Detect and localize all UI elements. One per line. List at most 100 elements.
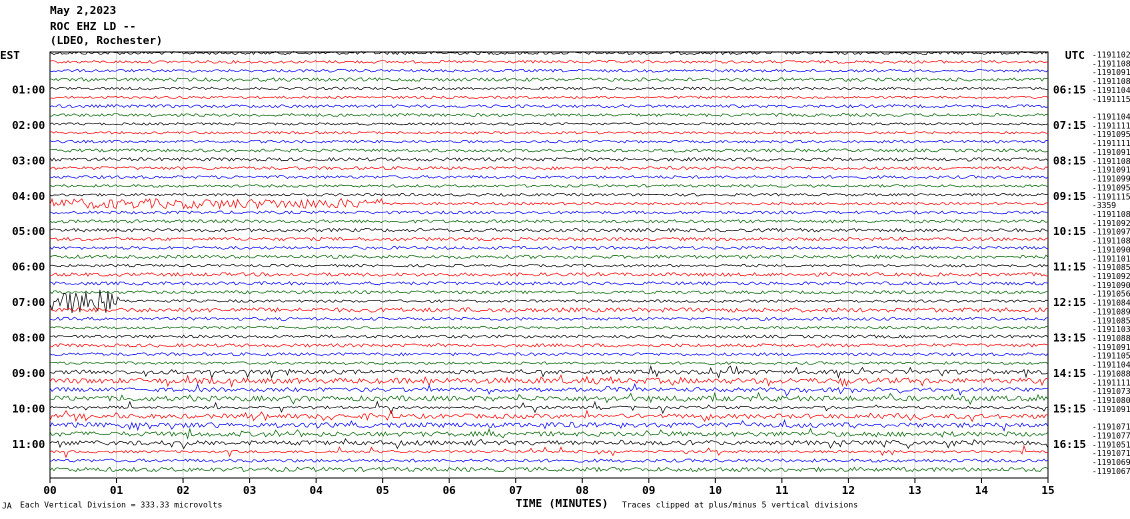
trace bbox=[49, 364, 1049, 380]
trace-offset: -1191080 bbox=[1092, 396, 1130, 405]
trace-offset: -1191101 bbox=[1092, 254, 1130, 263]
trace bbox=[49, 166, 1049, 171]
x-tick-label: 09 bbox=[642, 484, 655, 497]
trace bbox=[49, 197, 1049, 210]
x-tick-label: 00 bbox=[43, 484, 56, 497]
x-tick-label: 06 bbox=[443, 484, 457, 497]
x-tick-label: 04 bbox=[310, 484, 324, 497]
trace-offset: -1191091 bbox=[1092, 343, 1130, 352]
trace-offset: -1191089 bbox=[1092, 307, 1130, 316]
trace-offset: -1191108 bbox=[1092, 77, 1130, 86]
date: May 2,2023 bbox=[50, 4, 116, 17]
utc-hour: 16:15 bbox=[1053, 438, 1086, 451]
trace bbox=[49, 383, 1049, 397]
utc-hour: 12:15 bbox=[1053, 296, 1086, 309]
trace bbox=[49, 192, 1049, 197]
trace bbox=[49, 307, 1049, 313]
utc-hour: 09:15 bbox=[1053, 190, 1086, 203]
trace bbox=[49, 444, 1049, 459]
trace-offset: -1191090 bbox=[1092, 281, 1130, 290]
trace bbox=[49, 50, 1049, 56]
x-tick-label: 01 bbox=[110, 484, 124, 497]
trace-offset: -1191051 bbox=[1092, 440, 1130, 449]
network: (LDEO, Rochester) bbox=[50, 34, 163, 47]
trace-offset: -1191088 bbox=[1092, 369, 1130, 378]
trace bbox=[49, 289, 1049, 314]
trace bbox=[50, 272, 1049, 277]
x-tick-label: 15 bbox=[1041, 484, 1054, 497]
est-hour: 05:00 bbox=[12, 225, 45, 238]
trace-offset: -1191108 bbox=[1092, 157, 1130, 166]
trace-offset: -1191067 bbox=[1092, 467, 1130, 476]
est-hour: 07:00 bbox=[12, 296, 45, 309]
scale-note: Each Vertical Division = 333.33 microvol… bbox=[20, 501, 222, 510]
trace bbox=[49, 227, 1049, 233]
trace-offset: -1191056 bbox=[1092, 290, 1130, 299]
est-hour: 10:00 bbox=[12, 402, 45, 415]
trace-offset: -1191099 bbox=[1092, 175, 1130, 184]
utc-hour: 10:15 bbox=[1053, 225, 1086, 238]
x-tick-label: 11 bbox=[775, 484, 789, 497]
utc-hour: 07:15 bbox=[1053, 119, 1086, 132]
trace-offset: -1191115 bbox=[1092, 95, 1130, 104]
trace-offset: -1191108 bbox=[1092, 210, 1130, 219]
trace bbox=[49, 254, 1049, 260]
trace bbox=[49, 86, 1049, 91]
trace bbox=[49, 361, 1049, 365]
trace bbox=[49, 130, 1049, 135]
utc-hour: 15:15 bbox=[1053, 402, 1086, 415]
est-hour: 01:00 bbox=[12, 83, 45, 96]
trace bbox=[49, 343, 1049, 348]
trace-offset: -1191104 bbox=[1092, 86, 1130, 95]
trace bbox=[49, 263, 1049, 268]
trace-offset: -1191092 bbox=[1092, 272, 1130, 281]
x-axis-title: TIME (MINUTES) bbox=[516, 497, 609, 510]
trace-offset: -1191085 bbox=[1092, 263, 1130, 272]
trace bbox=[49, 122, 1049, 126]
trace bbox=[49, 374, 1049, 388]
trace bbox=[49, 290, 1049, 295]
trace bbox=[49, 148, 1049, 153]
trace bbox=[49, 391, 1049, 406]
est-hour: 06:00 bbox=[12, 261, 45, 274]
trace bbox=[49, 139, 1049, 144]
trace-offset: -1191111 bbox=[1092, 121, 1130, 130]
trace-offset: -3359 bbox=[1092, 201, 1116, 210]
trace bbox=[49, 437, 1049, 450]
trace bbox=[49, 418, 1049, 432]
trace bbox=[49, 316, 1049, 321]
trace bbox=[49, 400, 1049, 415]
trace-offset: -1191115 bbox=[1092, 192, 1130, 201]
trace-offset: -1191092 bbox=[1092, 219, 1130, 228]
utc-hour: 06:15 bbox=[1053, 83, 1086, 96]
x-tick-label: 14 bbox=[975, 484, 989, 497]
x-tick-label: 07 bbox=[509, 484, 522, 497]
trace bbox=[49, 325, 1048, 330]
trace-offset: -1191111 bbox=[1092, 378, 1130, 387]
trace-offset: -1191071 bbox=[1092, 423, 1130, 432]
trace bbox=[49, 184, 1049, 188]
trace-offset: -1191069 bbox=[1092, 458, 1130, 467]
trace bbox=[49, 174, 1049, 180]
footer-mark: JA bbox=[2, 502, 12, 511]
trace-offset: -1191108 bbox=[1092, 237, 1130, 246]
utc-hour: 14:15 bbox=[1053, 367, 1086, 380]
utc-hour: 08:15 bbox=[1053, 154, 1086, 167]
x-tick-label: 10 bbox=[709, 484, 722, 497]
utc-hour: 13:15 bbox=[1053, 332, 1086, 345]
x-tick-label: 02 bbox=[176, 484, 189, 497]
trace bbox=[49, 245, 1049, 250]
trace-offset: -1191102 bbox=[1092, 51, 1130, 60]
trace bbox=[49, 427, 1049, 440]
trace-offset: -1191077 bbox=[1092, 431, 1130, 440]
trace-offset: -1191091 bbox=[1092, 166, 1130, 175]
est-hour: 04:00 bbox=[12, 190, 45, 203]
trace bbox=[49, 210, 1049, 215]
trace bbox=[49, 95, 1049, 100]
trace-offset: -1191097 bbox=[1092, 228, 1130, 237]
trace-offset: -1191095 bbox=[1092, 130, 1130, 139]
x-tick-label: 03 bbox=[243, 484, 256, 497]
est-hour: 11:00 bbox=[12, 438, 45, 451]
trace-offset: -1191091 bbox=[1092, 148, 1130, 157]
